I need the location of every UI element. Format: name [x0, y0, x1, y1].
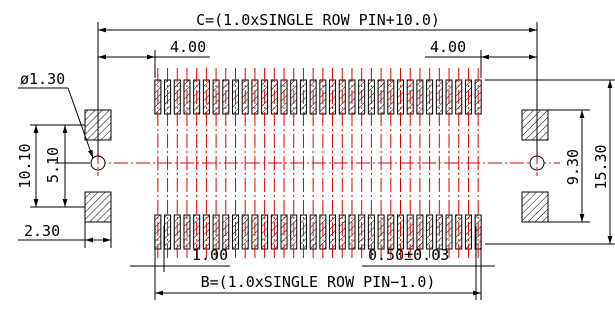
height-outer-label: 10.10	[16, 143, 34, 188]
pin-centerlines	[157, 68, 479, 258]
right-top-boss	[521, 109, 549, 141]
c-dimension-label: C=(1.0xSINGLE ROW PIN+10.0)	[196, 11, 440, 29]
right-height-inner-label: 9.30	[564, 149, 582, 185]
right-bottom-boss	[521, 191, 549, 223]
hole-diameter-label: ø1.30	[20, 70, 65, 88]
bottom-pin-row	[154, 214, 482, 250]
boss-offset-label: 2.30	[24, 222, 60, 240]
b-dimension-label: B=(1.0xSINGLE ROW PIN−1.0)	[201, 273, 436, 291]
hole-diameter-leader	[67, 87, 94, 159]
height-inner-label: 5.10	[44, 147, 62, 183]
edge-right-label: 4.00	[430, 38, 466, 56]
top-pin-row	[154, 79, 482, 115]
right-height-outer-label: 15.30	[592, 144, 610, 189]
left-bottom-boss	[84, 191, 112, 223]
pitch-pair-label: 1.00	[192, 246, 228, 264]
edge-left-label: 4.00	[170, 38, 206, 56]
pitch-label: 0.50±0.03	[368, 246, 449, 264]
